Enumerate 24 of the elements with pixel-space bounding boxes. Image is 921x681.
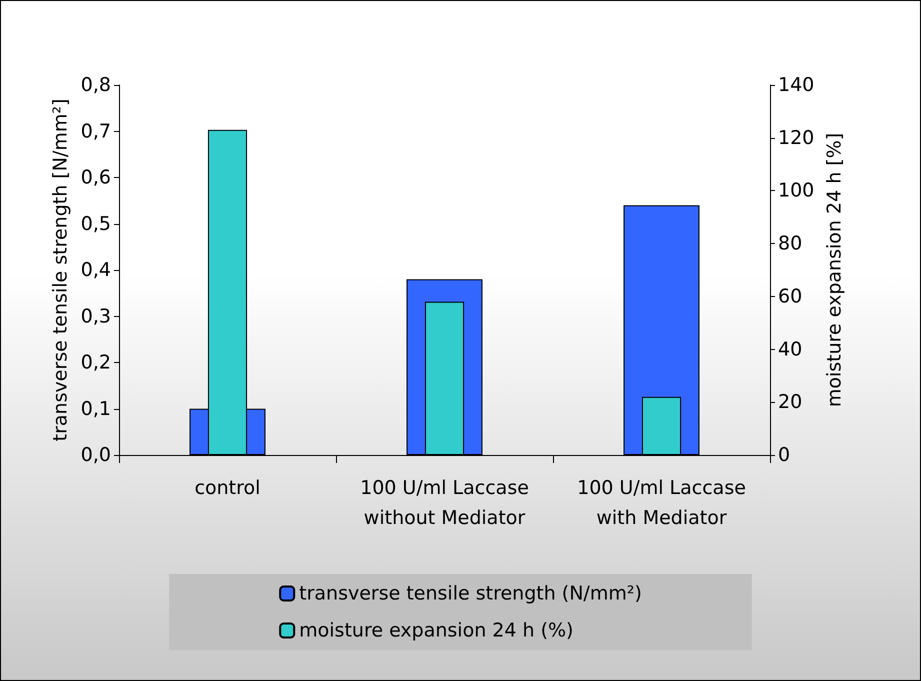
y2-tick-label: 20: [778, 391, 802, 414]
y-tick-label: 0,7: [80, 120, 111, 142]
y-tick-label: 0,2: [80, 352, 111, 374]
y-tick-label: 0,1: [80, 398, 111, 420]
x-tick-label: 100 U/ml Laccase without Mediator: [360, 477, 529, 529]
y-tick-label: 0,6: [80, 166, 111, 188]
y-tick-label: 0,5: [80, 212, 111, 235]
y-axis-title: transverse tensile strength [N/mm²]: [49, 98, 72, 442]
legend-label: moisture expansion 24 h (%): [299, 620, 574, 642]
y-tick-label: 0,3: [80, 305, 111, 328]
y2-tick-label: 60: [778, 285, 802, 308]
y2-tick-label: 0: [778, 444, 790, 466]
y2-tick-label: 100: [778, 180, 814, 202]
y2-tick-label: 140: [778, 74, 814, 96]
x-tick-label: control: [194, 477, 260, 499]
y2-tick-label: 80: [778, 232, 802, 255]
y-tick-label: 0,4: [80, 259, 111, 281]
y2-axis-title: moisture expansion 24 h [%]: [824, 132, 846, 408]
y-tick-label: 0,8: [80, 74, 111, 96]
y2-tick-label: 40: [778, 338, 802, 360]
y-tick-label: 0,0: [80, 444, 111, 466]
legend-label: transverse tensile strength (N/mm²): [299, 582, 642, 604]
y2-tick-label: 120: [778, 126, 814, 149]
x-tick-label: 100 U/ml Laccase with Mediator: [577, 477, 746, 529]
